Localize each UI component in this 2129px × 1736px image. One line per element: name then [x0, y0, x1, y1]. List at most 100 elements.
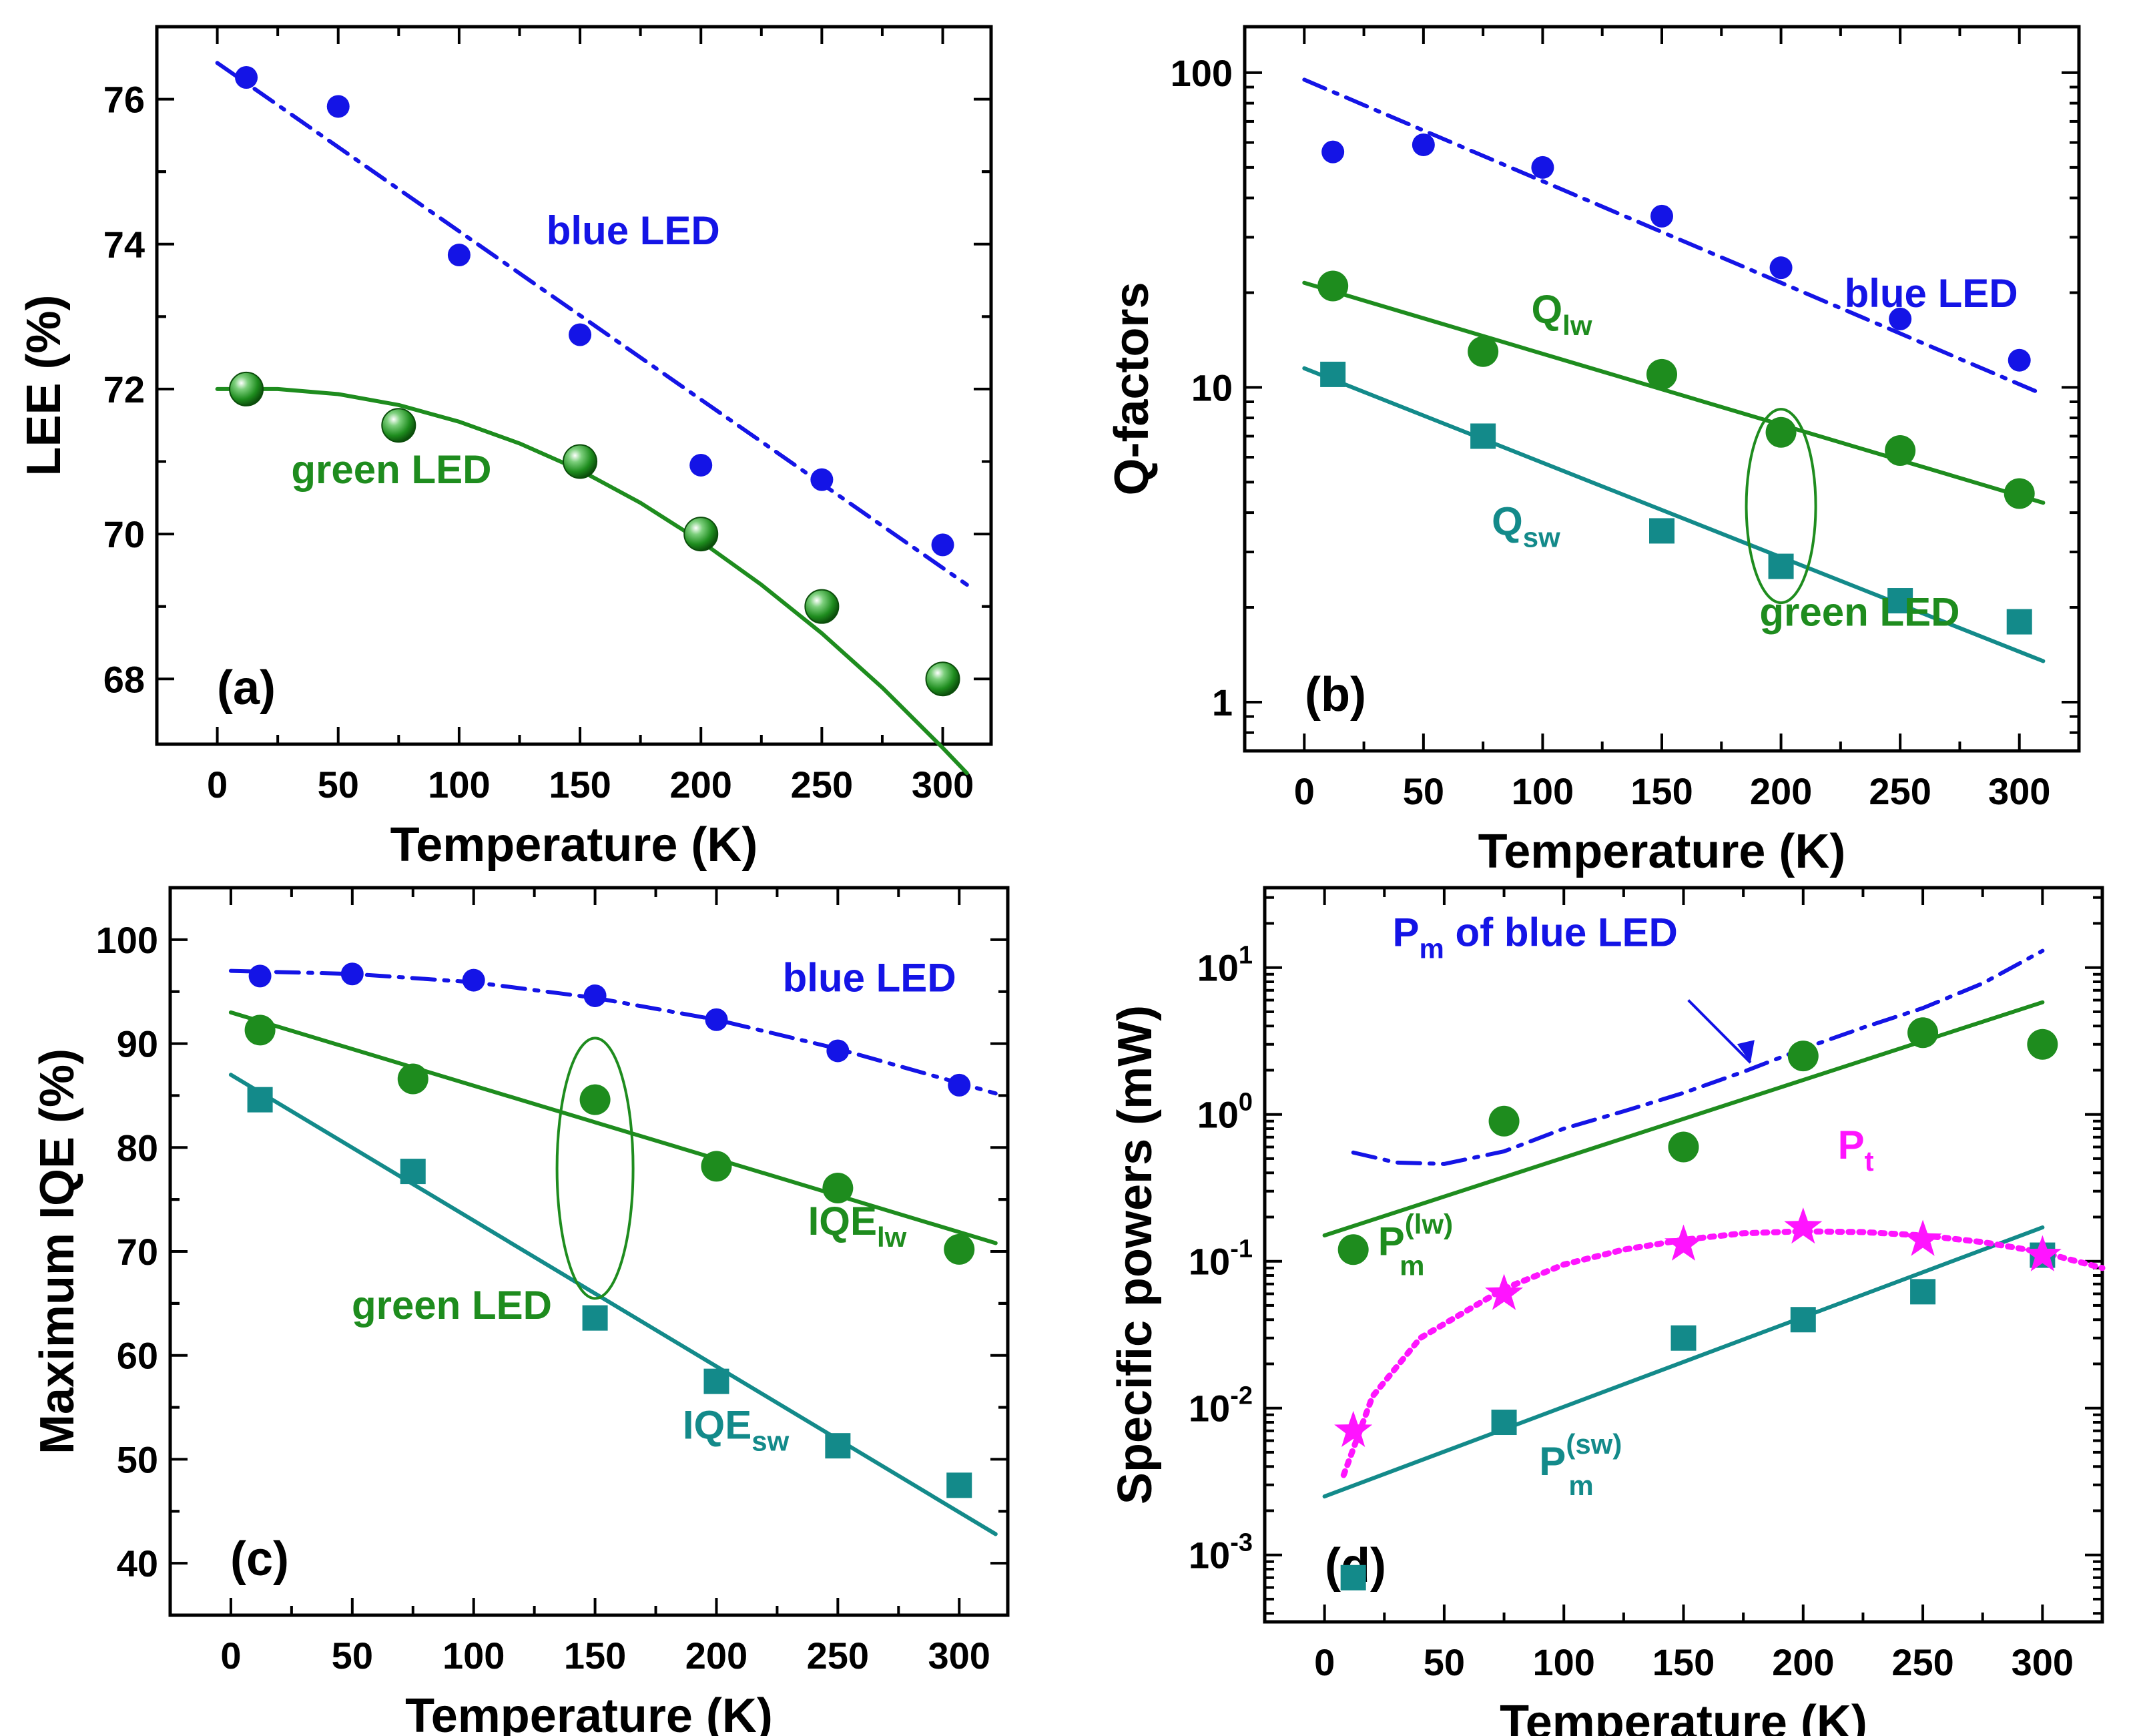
panel-c: 0 50 100 150 200 250 300 40 50 60 70 80 90 100 Tempera… [31, 886, 1010, 1736]
x-tick-label: 300 [1988, 770, 2050, 812]
data-point [1321, 140, 1345, 164]
panel-label: (a) [217, 661, 276, 715]
data-point [569, 323, 592, 346]
x-tick-label: 100 [1512, 770, 1574, 812]
fit-line-green [228, 1010, 998, 1245]
x-tick-label: 250 [807, 1635, 869, 1677]
y-tick-label: 74 [103, 224, 145, 266]
annotation-text: green LED [1759, 589, 1959, 634]
fit-line-blue [215, 61, 969, 587]
annotation-tail: of blue LED [1444, 910, 1678, 955]
series-teal [1320, 361, 2032, 635]
y-tick-label: 80 [117, 1127, 158, 1169]
data-point [701, 1151, 732, 1182]
data-point [1485, 1273, 1524, 1310]
y-axis-title: Specific powers (mW) [1109, 1005, 1162, 1504]
data-point [248, 964, 272, 988]
data-point [2023, 1235, 2062, 1271]
highlight-ellipse [555, 1037, 635, 1300]
data-point [925, 661, 960, 697]
data-point [2006, 609, 2032, 635]
data-point [1768, 553, 1794, 579]
data-point [579, 1084, 611, 1115]
series-green [1337, 1017, 2058, 1265]
annotation-text: blue LED [547, 208, 720, 253]
x-tick-label: 50 [332, 1635, 373, 1677]
series-annotation: P(sw) m [1539, 1428, 1622, 1501]
y-tick-exponent: -1 [1230, 1235, 1253, 1263]
x-tick-label: 50 [1403, 770, 1444, 812]
series-blue [248, 962, 971, 1097]
x-tick-label: 0 [1314, 1641, 1335, 1683]
annotation-text: green LED [352, 1283, 552, 1328]
axis-ticks [170, 888, 1008, 1615]
y-tick-label: 76 [103, 79, 145, 121]
data-point [583, 984, 607, 1007]
data-point [229, 371, 264, 406]
data-point [703, 1368, 729, 1394]
data-point [1337, 1234, 1369, 1265]
data-point [1907, 1017, 1939, 1049]
annotation-sub: lw [1562, 310, 1592, 341]
y-tick-label: 100 [1171, 52, 1233, 94]
x-tick-label: 50 [1424, 1641, 1465, 1683]
series-annotation: IQEsw [683, 1402, 790, 1456]
data-point [1470, 423, 1496, 449]
series-magenta [1334, 1207, 2062, 1447]
fit-line-blue [1351, 948, 2045, 1166]
data-point [340, 962, 364, 986]
data-point [1646, 358, 1677, 390]
annotation-sub: m [1568, 1470, 1593, 1501]
data-point [1664, 1224, 1703, 1261]
data-point [1468, 336, 1499, 367]
x-tick-label: 200 [669, 764, 731, 806]
annotation-text: blue LED [1845, 271, 2018, 316]
data-point [1790, 1307, 1816, 1333]
x-tick-label: 150 [1630, 770, 1693, 812]
x-axis-title: Temperature (K) [405, 1689, 773, 1736]
data-point [825, 1433, 851, 1459]
panel-d: 0 50 100 150 200 250 30010-310-210-1100101Temp… [1109, 886, 2106, 1736]
axis-ticks [157, 27, 991, 744]
series-annotation: blue LED [783, 956, 956, 1000]
data-point [1784, 1207, 1823, 1244]
x-tick-label: 250 [1891, 1641, 1953, 1683]
data-point [1887, 588, 1913, 614]
data-point [689, 453, 713, 477]
x-tick-label: 150 [564, 1635, 626, 1677]
y-tick-label: 1 [1212, 681, 1233, 724]
fit-line-blue [228, 968, 998, 1096]
data-point [2004, 478, 2035, 509]
data-point [810, 468, 834, 491]
annotation-arrow [1687, 999, 1752, 1064]
x-tick-label: 50 [318, 764, 359, 806]
series-annotation: green LED [1759, 589, 1959, 634]
annotation-sub: m [1420, 933, 1444, 964]
x-axis-title: Temperature (K) [1500, 1696, 1867, 1736]
y-tick-label: 68 [103, 658, 145, 700]
y-tick-label: 70 [117, 1231, 158, 1273]
annotation-sup: (lw) [1405, 1209, 1453, 1240]
data-point [1488, 1105, 1520, 1137]
data-point [397, 1063, 428, 1095]
y-tick-label: 40 [117, 1542, 158, 1584]
y-tick-label: 60 [117, 1335, 158, 1377]
y-tick-exponent: -2 [1230, 1382, 1253, 1410]
series-annotation: IQElw [808, 1199, 907, 1253]
data-point [1668, 1131, 1699, 1163]
y-tick-label: 70 [103, 513, 145, 555]
series-green [244, 1015, 975, 1265]
x-tick-label: 300 [2012, 1641, 2074, 1683]
data-point [1670, 1325, 1697, 1351]
data-point [1412, 133, 1435, 156]
data-point [944, 1233, 975, 1265]
data-point [2008, 348, 2031, 372]
x-tick-label: 0 [207, 764, 228, 806]
series-teal [1340, 1242, 2056, 1590]
annotation-text: green LED [291, 447, 491, 492]
x-axis-title: Temperature (K) [390, 818, 758, 872]
x-tick-label: 250 [1869, 770, 1931, 812]
series-annotation: green LED [352, 1283, 552, 1328]
annotation-sub: sw [1523, 521, 1560, 553]
